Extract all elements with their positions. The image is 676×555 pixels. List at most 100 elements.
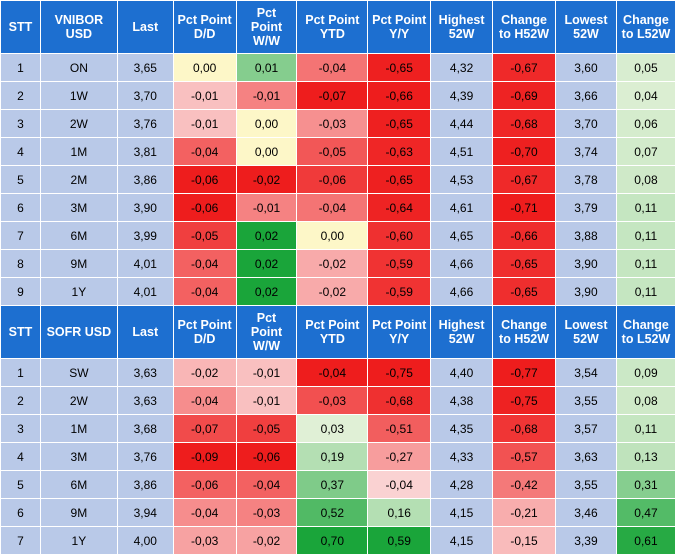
cell-pct-point-ww: 0,01 [235,53,298,82]
cell-lowest-52w: 3,55 [555,386,617,415]
cell-pct-point-yy: -0,51 [367,414,432,443]
cell-last: 3,68 [116,414,174,443]
cell-change-to-l52w: 0,09 [615,358,676,387]
cell-change-to-l52w: 0,11 [615,249,676,278]
cell-name: 1M [39,414,118,443]
cell-last: 4,01 [116,277,174,306]
cell-last: 3,99 [116,221,174,250]
cell-highest-52w: 4,61 [430,193,494,222]
cell-pct-point-yy: -0,64 [367,193,432,222]
cell-pct-point-ww: -0,06 [235,442,298,471]
cell-pct-point-ytd: 0,52 [296,498,369,527]
cell-pct-point-ww: -0,04 [235,470,298,499]
cell-last: 3,76 [116,109,174,138]
cell-name: 1W [39,81,118,110]
cell-pct-point-dd: -0,04 [172,137,237,166]
cell-pct-point-ww: -0,02 [235,526,298,555]
cell-change-to-l52w: 0,11 [615,193,676,222]
cell-change-to-l52w: 0,61 [615,526,676,555]
cell-stt: 7 [0,221,41,250]
cell-stt: 1 [0,53,41,82]
cell-pct-point-ytd: -0,04 [296,193,369,222]
cell-change-to-h52w: -0,65 [492,249,557,278]
table-row: 8 9M 4,01 -0,04 0,02 -0,02 -0,59 4,66 -0,65 3,90 0… [0,249,676,278]
cell-highest-52w: 4,39 [430,81,494,110]
cell-highest-52w: 4,33 [430,442,494,471]
cell-change-to-h52w: -0,75 [492,386,557,415]
cell-change-to-h52w: -0,42 [492,470,557,499]
column-header-pct-point-dd: Pct Point D/D [172,0,237,54]
cell-pct-point-yy: -0,59 [367,249,432,278]
cell-highest-52w: 4,40 [430,358,494,387]
table-row: 3 1M 3,68 -0,07 -0,05 0,03 -0,51 4,35 -0,68 3,57 0… [0,414,676,443]
cell-pct-point-dd: -0,05 [172,221,237,250]
cell-stt: 3 [0,414,41,443]
column-header-lowest-52w: Lowest 52W [555,305,617,359]
cell-pct-point-dd: -0,06 [172,193,237,222]
column-header-pct-point-ww: Pct Point W/W [235,305,298,359]
cell-pct-point-dd: -0,03 [172,526,237,555]
cell-highest-52w: 4,65 [430,221,494,250]
cell-pct-point-ww: 0,00 [235,109,298,138]
cell-pct-point-dd: -0,09 [172,442,237,471]
column-header-stt: STT [0,305,41,359]
cell-pct-point-ytd: 0,19 [296,442,369,471]
cell-stt: 3 [0,109,41,138]
column-header-pct-point-yy: Pct Point Y/Y [367,0,432,54]
table-row: 6 3M 3,90 -0,06 -0,01 -0,04 -0,64 4,61 -0,71 3,79… [0,193,676,222]
column-header-name: VNIBOR USD [39,0,118,54]
cell-last: 3,70 [116,81,174,110]
cell-pct-point-ww: 0,02 [235,221,298,250]
cell-change-to-l52w: 0,47 [615,498,676,527]
cell-stt: 4 [0,137,41,166]
cell-highest-52w: 4,15 [430,498,494,527]
cell-name: 2M [39,165,118,194]
cell-lowest-52w: 3,66 [555,81,617,110]
cell-lowest-52w: 3,57 [555,414,617,443]
table-row: 1 ON 3,65 0,00 0,01 -0,04 -0,65 4,32 -0,67 3,60 0,… [0,53,676,82]
cell-name: 2W [39,109,118,138]
cell-change-to-h52w: -0,69 [492,81,557,110]
cell-stt: 8 [0,249,41,278]
column-header-highest-52w: Highest 52W [430,305,494,359]
cell-pct-point-dd: -0,02 [172,358,237,387]
cell-lowest-52w: 3,78 [555,165,617,194]
cell-lowest-52w: 3,46 [555,498,617,527]
cell-lowest-52w: 3,90 [555,277,617,306]
cell-pct-point-ww: -0,03 [235,498,298,527]
cell-pct-point-dd: -0,06 [172,165,237,194]
cell-pct-point-ww: 0,02 [235,277,298,306]
cell-change-to-l52w: 0,07 [615,137,676,166]
cell-highest-52w: 4,38 [430,386,494,415]
cell-pct-point-yy: 0,59 [367,526,432,555]
cell-pct-point-yy: 0,16 [367,498,432,527]
cell-pct-point-ww: -0,01 [235,193,298,222]
cell-pct-point-ytd: -0,05 [296,137,369,166]
cell-stt: 4 [0,442,41,471]
cell-pct-point-dd: 0,00 [172,53,237,82]
cell-pct-point-yy: -0,75 [367,358,432,387]
table-row: 1 SW 3,63 -0,02 -0,01 -0,04 -0,75 4,40 -0,77 3,54… [0,358,676,387]
cell-last: 3,86 [116,470,174,499]
cell-highest-52w: 4,66 [430,277,494,306]
cell-pct-point-ytd: -0,04 [296,53,369,82]
cell-last: 3,81 [116,137,174,166]
cell-name: 6M [39,470,118,499]
cell-change-to-h52w: -0,65 [492,277,557,306]
table-row: 5 2M 3,86 -0,06 -0,02 -0,06 -0,65 4,53 -0,67 3,78… [0,165,676,194]
cell-change-to-h52w: -0,57 [492,442,557,471]
cell-pct-point-yy: -0,65 [367,109,432,138]
cell-pct-point-yy: -0,68 [367,386,432,415]
column-header-last: Last [116,0,174,54]
cell-pct-point-ww: -0,02 [235,165,298,194]
cell-highest-52w: 4,44 [430,109,494,138]
table-row: 7 1Y 4,00 -0,03 -0,02 0,70 0,59 4,15 -0,15 3,39 0,… [0,526,676,555]
cell-pct-point-yy: -0,59 [367,277,432,306]
column-header-pct-point-dd: Pct Point D/D [172,305,237,359]
column-header-change-to-h52w: Change to H52W [492,0,557,54]
table-row: 4 3M 3,76 -0,09 -0,06 0,19 -0,27 4,33 -0,57 3,63 0… [0,442,676,471]
cell-lowest-52w: 3,74 [555,137,617,166]
cell-pct-point-ytd: 0,03 [296,414,369,443]
cell-change-to-h52w: -0,71 [492,193,557,222]
table-row: 3 2W 3,76 -0,01 0,00 -0,03 -0,65 4,44 -0,68 3,70 0… [0,109,676,138]
